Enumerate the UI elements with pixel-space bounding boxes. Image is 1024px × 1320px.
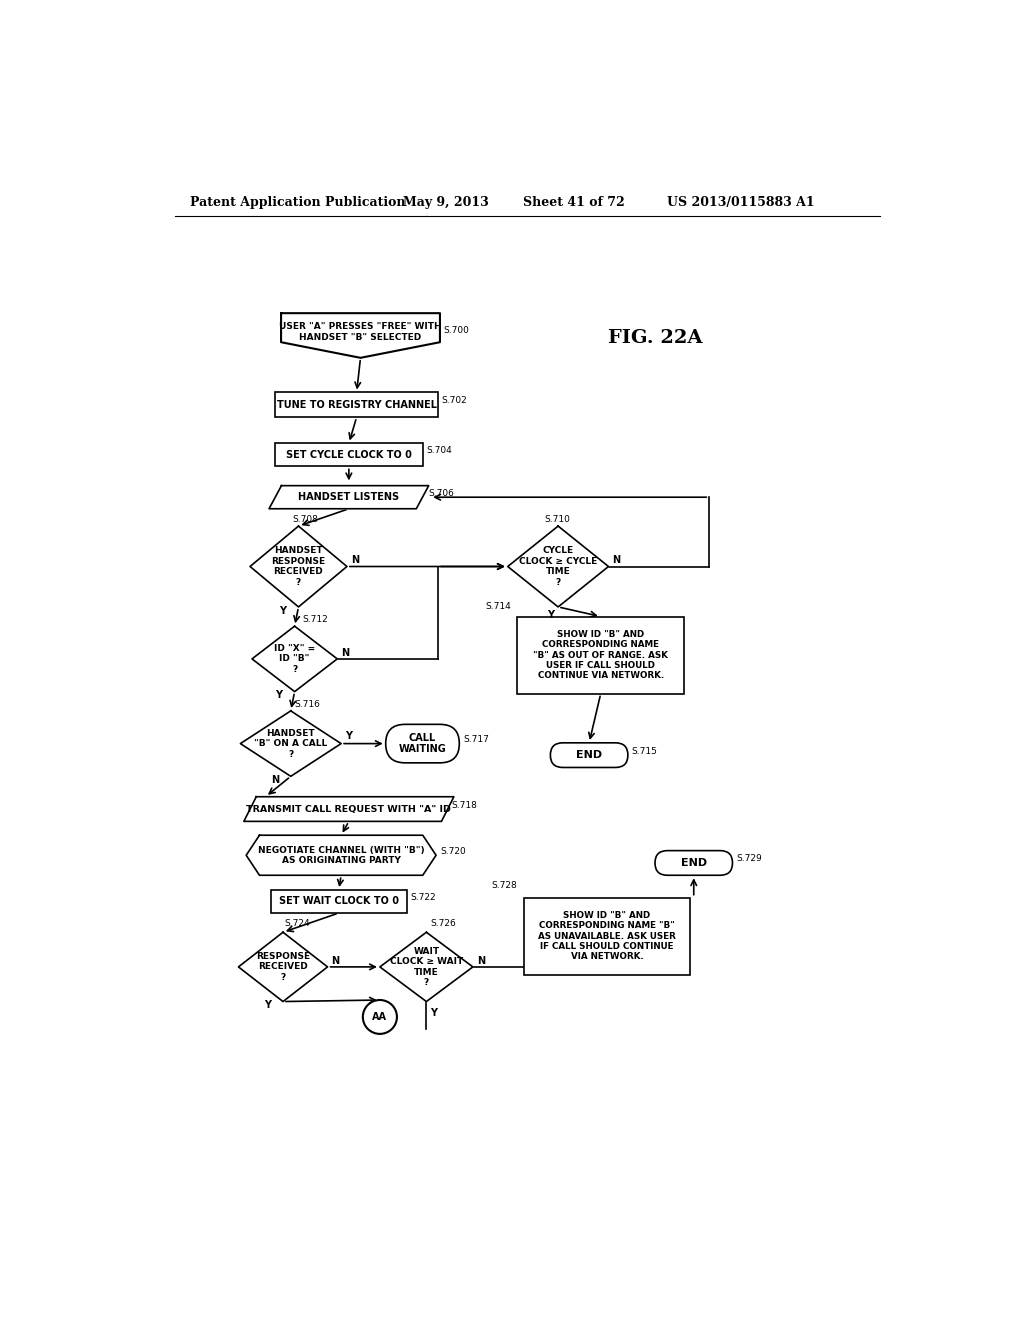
Text: TUNE TO REGISTRY CHANNEL: TUNE TO REGISTRY CHANNEL bbox=[276, 400, 436, 409]
Polygon shape bbox=[246, 836, 436, 875]
Text: SHOW ID "B" AND
CORRESPONDING NAME
"B" AS OUT OF RANGE. ASK
USER IF CALL SHOULD
: SHOW ID "B" AND CORRESPONDING NAME "B" A… bbox=[534, 630, 669, 680]
Bar bbox=[275, 444, 423, 466]
Text: Y: Y bbox=[430, 1008, 437, 1018]
Text: Y: Y bbox=[280, 606, 286, 615]
Text: HANDSET
RESPONSE
RECEIVED
?: HANDSET RESPONSE RECEIVED ? bbox=[271, 546, 326, 586]
Text: N: N bbox=[612, 556, 621, 565]
Text: N: N bbox=[341, 648, 349, 657]
Text: Y: Y bbox=[547, 610, 554, 619]
Text: N: N bbox=[477, 956, 485, 966]
Text: Sheet 41 of 72: Sheet 41 of 72 bbox=[523, 197, 625, 209]
Text: N: N bbox=[271, 775, 280, 785]
Polygon shape bbox=[241, 711, 341, 776]
Polygon shape bbox=[269, 486, 429, 508]
Bar bbox=[523, 898, 690, 974]
Text: TRANSMIT CALL REQUEST WITH "A" ID: TRANSMIT CALL REQUEST WITH "A" ID bbox=[247, 805, 452, 813]
Text: END: END bbox=[577, 750, 602, 760]
Text: N: N bbox=[332, 956, 340, 966]
Text: ID "X" =
ID "B"
?: ID "X" = ID "B" ? bbox=[274, 644, 315, 673]
Text: S.718: S.718 bbox=[452, 800, 477, 809]
Text: S.717: S.717 bbox=[463, 735, 489, 744]
Bar bbox=[271, 890, 407, 913]
Text: CALL
WAITING: CALL WAITING bbox=[398, 733, 446, 755]
Text: S.726: S.726 bbox=[430, 919, 456, 928]
Text: USER "A" PRESSES "FREE" WITH
HANDSET "B" SELECTED: USER "A" PRESSES "FREE" WITH HANDSET "B"… bbox=[280, 322, 441, 342]
Text: May 9, 2013: May 9, 2013 bbox=[403, 197, 488, 209]
Text: S.724: S.724 bbox=[285, 919, 310, 928]
FancyBboxPatch shape bbox=[655, 850, 732, 875]
Polygon shape bbox=[250, 527, 347, 607]
Circle shape bbox=[362, 1001, 397, 1034]
Polygon shape bbox=[239, 932, 328, 1002]
Polygon shape bbox=[244, 797, 454, 821]
Text: AA: AA bbox=[373, 1012, 387, 1022]
Text: S.712: S.712 bbox=[302, 615, 328, 624]
Polygon shape bbox=[252, 626, 337, 692]
Text: HANDSET LISTENS: HANDSET LISTENS bbox=[298, 492, 399, 502]
Text: S.700: S.700 bbox=[443, 326, 470, 335]
Text: S.728: S.728 bbox=[492, 882, 517, 891]
Polygon shape bbox=[281, 313, 440, 358]
Text: SHOW ID "B" AND
CORRESPONDING NAME "B"
AS UNAVAILABLE. ASK USER
IF CALL SHOULD C: SHOW ID "B" AND CORRESPONDING NAME "B" A… bbox=[538, 911, 676, 961]
Bar bbox=[517, 616, 684, 693]
Text: SET CYCLE CLOCK TO 0: SET CYCLE CLOCK TO 0 bbox=[286, 450, 412, 459]
Text: Y: Y bbox=[263, 1001, 270, 1010]
Text: END: END bbox=[681, 858, 707, 869]
Text: CYCLE
CLOCK ≥ CYCLE
TIME
?: CYCLE CLOCK ≥ CYCLE TIME ? bbox=[519, 546, 597, 586]
Text: S.729: S.729 bbox=[736, 854, 762, 863]
Text: HANDSET
"B" ON A CALL
?: HANDSET "B" ON A CALL ? bbox=[254, 729, 328, 759]
Text: Patent Application Publication: Patent Application Publication bbox=[190, 197, 406, 209]
Text: S.722: S.722 bbox=[411, 892, 436, 902]
Text: S.714: S.714 bbox=[485, 602, 511, 611]
Text: Y: Y bbox=[345, 731, 352, 741]
FancyBboxPatch shape bbox=[386, 725, 460, 763]
Text: N: N bbox=[351, 556, 359, 565]
Text: US 2013/0115883 A1: US 2013/0115883 A1 bbox=[667, 197, 814, 209]
Text: S.706: S.706 bbox=[429, 488, 455, 498]
Text: RESPONSE
RECEIVED
?: RESPONSE RECEIVED ? bbox=[256, 952, 310, 982]
Text: NEGOTIATE CHANNEL (WITH "B")
AS ORIGINATING PARTY: NEGOTIATE CHANNEL (WITH "B") AS ORIGINAT… bbox=[258, 846, 424, 865]
Bar bbox=[275, 392, 438, 417]
Polygon shape bbox=[380, 932, 473, 1002]
Text: S.716: S.716 bbox=[295, 700, 321, 709]
Text: SET WAIT CLOCK TO 0: SET WAIT CLOCK TO 0 bbox=[279, 896, 398, 907]
Text: S.720: S.720 bbox=[440, 846, 466, 855]
Text: S.715: S.715 bbox=[632, 747, 657, 755]
Text: S.708: S.708 bbox=[292, 515, 318, 524]
Text: FIG. 22A: FIG. 22A bbox=[608, 329, 702, 347]
FancyBboxPatch shape bbox=[550, 743, 628, 767]
Polygon shape bbox=[508, 527, 608, 607]
Text: S.702: S.702 bbox=[442, 396, 468, 405]
Text: WAIT
CLOCK ≥ WAIT
TIME
?: WAIT CLOCK ≥ WAIT TIME ? bbox=[390, 946, 463, 987]
Text: S.704: S.704 bbox=[426, 446, 453, 455]
Text: S.710: S.710 bbox=[544, 515, 570, 524]
Text: Y: Y bbox=[275, 690, 283, 701]
